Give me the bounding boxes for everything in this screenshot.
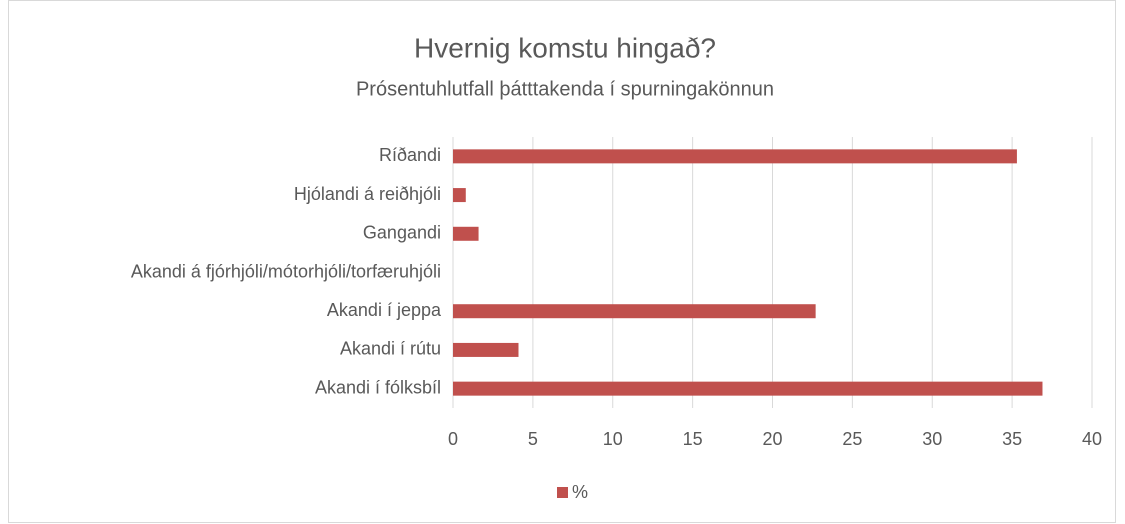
chart-title: Hvernig komstu hingað?	[414, 32, 716, 63]
y-tick-label: Akandi í rútu	[340, 339, 441, 359]
x-tick-label: 0	[448, 429, 458, 449]
bar	[453, 342, 519, 357]
y-tick-label: Ríðandi	[379, 145, 441, 165]
bar	[453, 381, 1043, 396]
x-tick-label: 20	[762, 429, 782, 449]
y-tick-label: Akandi í fólksbíl	[315, 377, 441, 397]
bar	[453, 188, 466, 203]
x-tick-label: 35	[1002, 429, 1022, 449]
bar	[453, 226, 479, 241]
y-tick-label: Akandi í jeppa	[327, 300, 442, 320]
y-tick-label: Hjólandi á reiðhjóli	[294, 184, 441, 204]
x-tick-label: 5	[528, 429, 538, 449]
chart-subtitle: Prósentuhlutfall þátttakenda í spurninga…	[356, 78, 774, 100]
legend-swatch	[557, 487, 568, 498]
y-tick-label: Gangandi	[363, 223, 441, 243]
x-tick-label: 30	[922, 429, 942, 449]
legend-label: %	[572, 482, 588, 502]
bar	[453, 304, 816, 319]
x-tick-label: 15	[683, 429, 703, 449]
chart-border	[8, 0, 1116, 523]
bar	[453, 149, 1017, 164]
y-tick-label: Akandi á fjórhjóli/mótorhjóli/torfæruhjó…	[131, 261, 441, 281]
x-tick-label: 25	[842, 429, 862, 449]
x-tick-label: 40	[1082, 429, 1102, 449]
x-tick-label: 10	[603, 429, 623, 449]
